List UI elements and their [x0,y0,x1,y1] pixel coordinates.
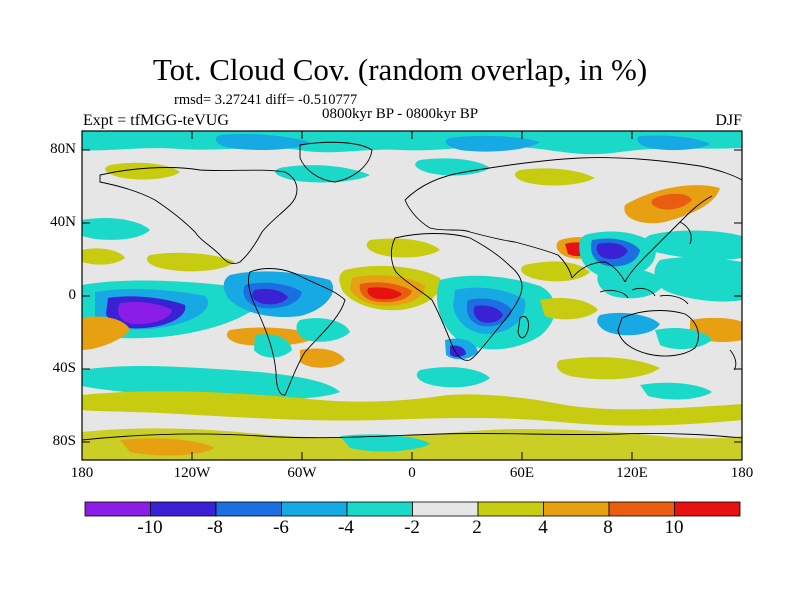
season-label: DJF [715,112,742,129]
coastline-africa [390,233,523,361]
lon-tick-label: 60W [287,465,317,481]
anomaly-patch [655,328,712,350]
colorbar-label: -8 [207,517,223,538]
anomaly-patch [450,345,466,357]
coastline-australia [617,310,699,357]
lat-tick-label: 40N [50,214,76,230]
coastline-greenland [299,141,373,183]
lon-tick-label: 60E [509,465,535,481]
lat-tick-label: 80S [52,433,76,449]
coastline-eurasia [404,157,742,283]
cloud-anomaly-field [82,131,742,460]
anomaly-patch [300,348,345,368]
coastline-north-america [99,167,298,265]
colorbar-label: 10 [664,517,684,538]
stats-line: rmsd= 3.27241 diff= -0.510777 [174,92,358,108]
anomaly-patch [597,312,660,336]
colorbar-swatch [215,501,282,517]
anomaly-patch [82,391,742,426]
colorbar [84,501,741,517]
lon-tick-label: 120E [616,465,648,481]
colorbar-label: 2 [472,517,482,538]
colorbar-label: 4 [538,517,548,538]
colorbar-label: -2 [404,517,420,538]
anomaly-patch [473,305,503,323]
coastline-japan [679,221,692,245]
anomaly-patch [82,248,125,265]
colorbar-swatch [346,501,413,517]
coastline-indonesia [599,287,689,305]
lat-tick-label: 40S [52,360,76,376]
colorbar-label: -6 [273,517,289,538]
anomaly-patch [556,357,660,380]
axis-ticks [82,131,742,460]
colorbar-swatch [84,501,151,517]
colorbar-swatch [150,501,217,517]
anomaly-patch [640,382,712,400]
anomaly-patch [82,218,150,240]
anomaly-patch [215,133,310,150]
anomaly-patch [445,135,540,152]
anomaly-patch [254,334,292,358]
anomaly-patch [367,287,402,300]
lon-tick-label: 180 [730,465,754,481]
anomaly-patch [540,298,598,320]
anomaly-patch [366,238,440,258]
anomaly-patch [643,230,742,260]
anomaly-patch [120,438,215,456]
anomaly-patch [118,301,172,325]
coastline-madagascar [517,316,529,339]
colorbar-swatch [543,501,610,517]
lon-tick-label: 180 [70,465,94,481]
anomaly-patch [252,288,288,305]
colorbar-swatch [608,501,675,517]
experiment-label: Expt = tfMGG-teVUG [83,112,229,129]
period-label: 0800kyr BP - 0800kyr BP [322,106,479,122]
anomaly-patch [105,162,180,180]
colorbar-swatch [281,501,348,517]
lat-tick-label: 0 [68,287,77,303]
lon-tick-label: 0 [408,465,416,481]
colorbar-label: -10 [137,517,163,538]
anomaly-patch [514,168,595,186]
anomaly-patch [296,318,350,342]
anomaly-patch [146,252,235,272]
anomaly-patch [651,193,692,210]
coastline-antarctica [82,432,742,441]
colorbar-label: -4 [338,517,354,538]
lat-tick-label: 80N [50,141,76,157]
coastline-south-america [247,268,346,396]
anomaly-patch [654,256,742,302]
colorbar-swatch [412,501,479,517]
anomaly-patch [340,434,430,452]
anomaly-patch [82,316,130,350]
colorbar-swatch [477,501,544,517]
coastlines [82,141,742,441]
plot-title: Tot. Cloud Cov. (random overlap, in %) [152,52,648,87]
colorbar-swatch [674,501,741,517]
lon-tick-label: 120W [173,465,211,481]
anomaly-patch [596,242,628,260]
anomaly-patch [416,367,490,388]
anomaly-patch [637,135,710,151]
colorbar-label: 8 [603,517,613,538]
coastline-new-zealand [729,349,737,371]
